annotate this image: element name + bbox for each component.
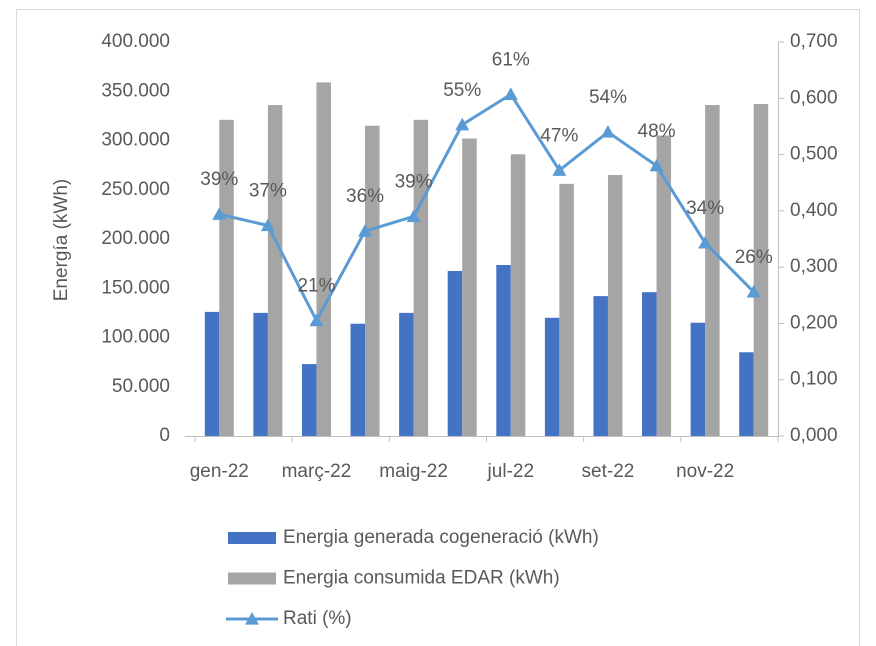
legend-label: Energia consumida EDAR (kWh) [283,568,560,589]
data-label: 54% [589,87,627,108]
y2-tick-label: 0,200 [790,312,838,333]
y-tick-label: 300.000 [101,130,170,151]
bar [219,119,234,436]
marker [698,235,713,249]
y-tick-label: 0 [159,425,170,446]
data-label: 21% [297,276,335,297]
x-tick-label: maig-22 [379,461,448,482]
y2-tick-label: 0,700 [790,31,838,52]
bar [510,154,526,437]
y-tick-label: 350.000 [101,80,170,101]
bar [462,138,477,436]
data-label: 39% [395,172,433,193]
data-label: 39% [200,169,238,190]
bar [705,105,720,436]
y2-tick-label: 0,300 [790,256,838,277]
data-label: 48% [638,121,676,142]
legend-label: Rati (%) [283,608,352,629]
y-tick-label: 50.000 [112,376,170,397]
y2-tick-label: 0,000 [790,425,838,446]
bar [316,82,331,436]
data-label: 26% [735,247,773,268]
x-tick-label: jul-22 [487,461,534,482]
legend-swatch [228,532,276,544]
chart-border [16,9,860,646]
y2-tick-label: 0,400 [790,200,838,221]
y-axis-label: Energía (kWh) [51,179,72,301]
marker [649,158,664,172]
x-tick-label: gen-22 [190,461,249,482]
legend-swatch [228,572,276,585]
marker [212,207,227,220]
x-tick-label: nov-22 [676,461,734,482]
bar [204,311,220,436]
y2-tick-label: 0,600 [790,87,838,108]
bar [607,174,623,436]
y-tick-label: 250.000 [101,179,170,200]
marker [746,284,761,298]
marker [503,87,518,100]
bar [496,265,511,436]
legend-marker [245,612,259,625]
marker [260,218,275,232]
bar [447,271,463,436]
marker [552,163,567,176]
bar [544,317,560,436]
line [218,92,755,323]
data-label: 47% [540,125,578,146]
bar [593,296,608,436]
y2-tick-label: 0,500 [790,144,838,165]
y2-tick-label: 0,100 [790,369,838,390]
bar [642,292,657,436]
y-tick-label: 150.000 [101,277,170,298]
data-label: 34% [686,198,724,219]
marker [600,125,615,138]
bar [350,323,366,436]
marker [309,313,324,327]
bar [267,105,283,436]
bar [301,364,317,436]
marker [358,224,373,237]
data-label: 55% [443,80,481,101]
bar [413,119,429,436]
bar [253,312,268,436]
x-tick-label: març-22 [282,461,352,482]
bar [656,135,672,436]
y-tick-label: 100.000 [101,327,170,348]
bar [365,125,380,436]
y-tick-label: 200.000 [101,228,170,249]
bar [739,352,754,436]
legend-label: Energia generada cogeneració (kWh) [283,527,599,548]
data-label: 36% [346,186,384,207]
marker [406,209,421,223]
bar [399,312,414,436]
bar [559,183,574,436]
data-label: 61% [492,49,530,70]
bar [753,104,769,437]
data-label: 37% [249,181,287,202]
x-tick-label: set-22 [582,461,635,482]
marker [455,117,470,131]
bar [690,322,706,436]
y-tick-label: 400.000 [101,31,170,52]
